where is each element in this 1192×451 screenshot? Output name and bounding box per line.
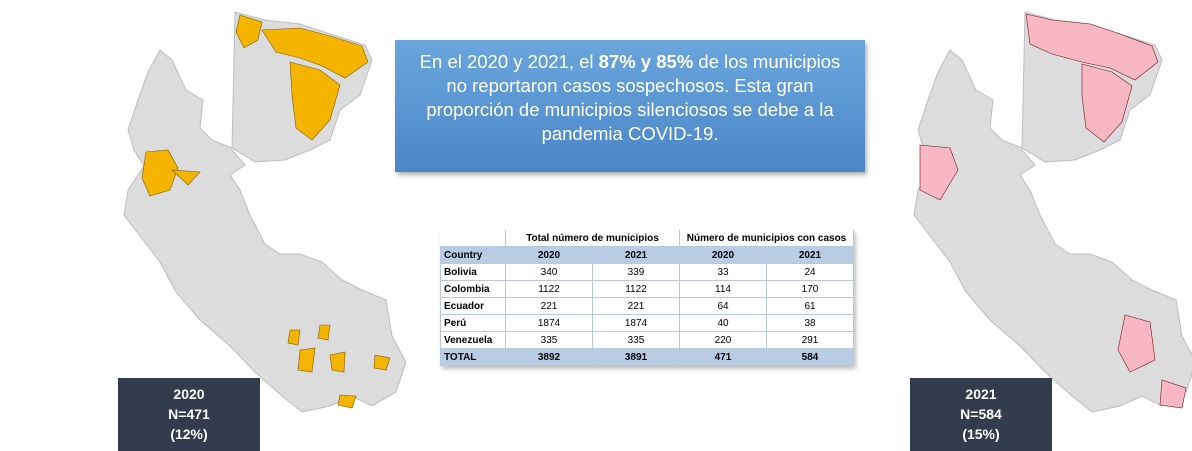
table-row: Venezuela 335 335 220 291 xyxy=(440,331,854,349)
table-row: TOTAL 3892 3891 471 584 xyxy=(440,348,854,366)
group-header-row: Total número de municipios Número de mun… xyxy=(441,230,854,247)
table-row: Colombia 1122 1122 114 170 xyxy=(440,280,854,298)
table-cell: 340 xyxy=(505,263,593,281)
table-cell: 221 xyxy=(592,297,680,315)
label-line: N=584 xyxy=(960,406,1002,422)
table-cell: 1874 xyxy=(505,314,593,332)
callout-text: En el 2020 y 2021, el xyxy=(419,51,599,72)
table-cell: 40 xyxy=(679,314,767,332)
table-cell: 471 xyxy=(679,348,767,366)
table-cell: Venezuela xyxy=(440,331,506,349)
group-header: Total número de municipios xyxy=(505,230,680,247)
label-line: 2020 xyxy=(173,386,205,402)
table-row: Ecuador 221 221 64 61 xyxy=(440,297,854,315)
cell xyxy=(441,230,506,247)
table-cell: Bolivia xyxy=(440,263,506,281)
map-2021 xyxy=(913,11,1192,413)
table-cell: 335 xyxy=(592,331,680,349)
table-cell: 584 xyxy=(766,348,854,366)
map-2020 xyxy=(123,11,407,413)
table-cell: 3892 xyxy=(505,348,593,366)
header-row: Country 2020 2021 2020 2021 xyxy=(440,246,854,264)
table: Total número de municipios Número de mun… xyxy=(440,230,854,366)
table-cell: 339 xyxy=(592,263,680,281)
table-cell: 1122 xyxy=(505,280,593,298)
header-cell: 2020 xyxy=(679,246,767,264)
table-cell: 61 xyxy=(766,297,854,315)
label-line: N=471 xyxy=(168,406,210,422)
table-cell: 64 xyxy=(679,297,767,315)
label-line: (12%) xyxy=(170,426,208,442)
table-cell: 1874 xyxy=(592,314,680,332)
table-cell: 220 xyxy=(679,331,767,349)
table-cell: 170 xyxy=(766,280,854,298)
table-cell: 33 xyxy=(679,263,767,281)
table-cell: 114 xyxy=(679,280,767,298)
table-wrap: Total número de municipios Número de mun… xyxy=(440,230,854,366)
header-cell: 2020 xyxy=(505,246,593,264)
table-cell: Colombia xyxy=(440,280,506,298)
map-label: 2020 N=471 (12%) xyxy=(118,378,260,451)
callout-bold: 87% y 85% xyxy=(598,51,694,72)
table-cell: 1122 xyxy=(592,280,680,298)
table-cell: 291 xyxy=(766,331,854,349)
table-cell: Ecuador xyxy=(440,297,506,315)
table-cell: 38 xyxy=(766,314,854,332)
table-cell: 24 xyxy=(766,263,854,281)
label-line: (15%) xyxy=(962,426,1000,442)
table-cell: Perú xyxy=(440,314,506,332)
header-cell: Country xyxy=(440,246,506,264)
table-cell: TOTAL xyxy=(440,348,506,366)
table-row: Bolivia 340 339 33 24 xyxy=(440,263,854,281)
header-cell: 2021 xyxy=(592,246,680,264)
table-row: Perú 1874 1874 40 38 xyxy=(440,314,854,332)
table-cell: 3891 xyxy=(592,348,680,366)
table-body: Bolivia 340 339 33 24 Colombia 1122 1122 114 170 E… xyxy=(440,263,854,366)
header-cell: 2021 xyxy=(766,246,854,264)
table-cell: 221 xyxy=(505,297,593,315)
table-cell: 335 xyxy=(505,331,593,349)
callout: En el 2020 y 2021, el 87% y 85% de los m… xyxy=(395,40,865,172)
label-line: 2021 xyxy=(965,386,997,402)
group-header: Número de municipios con casos xyxy=(679,230,854,247)
map-label: 2021 N=584 (15%) xyxy=(910,378,1052,451)
callout-text: de los municipios no reportaron casos so… xyxy=(426,51,841,144)
